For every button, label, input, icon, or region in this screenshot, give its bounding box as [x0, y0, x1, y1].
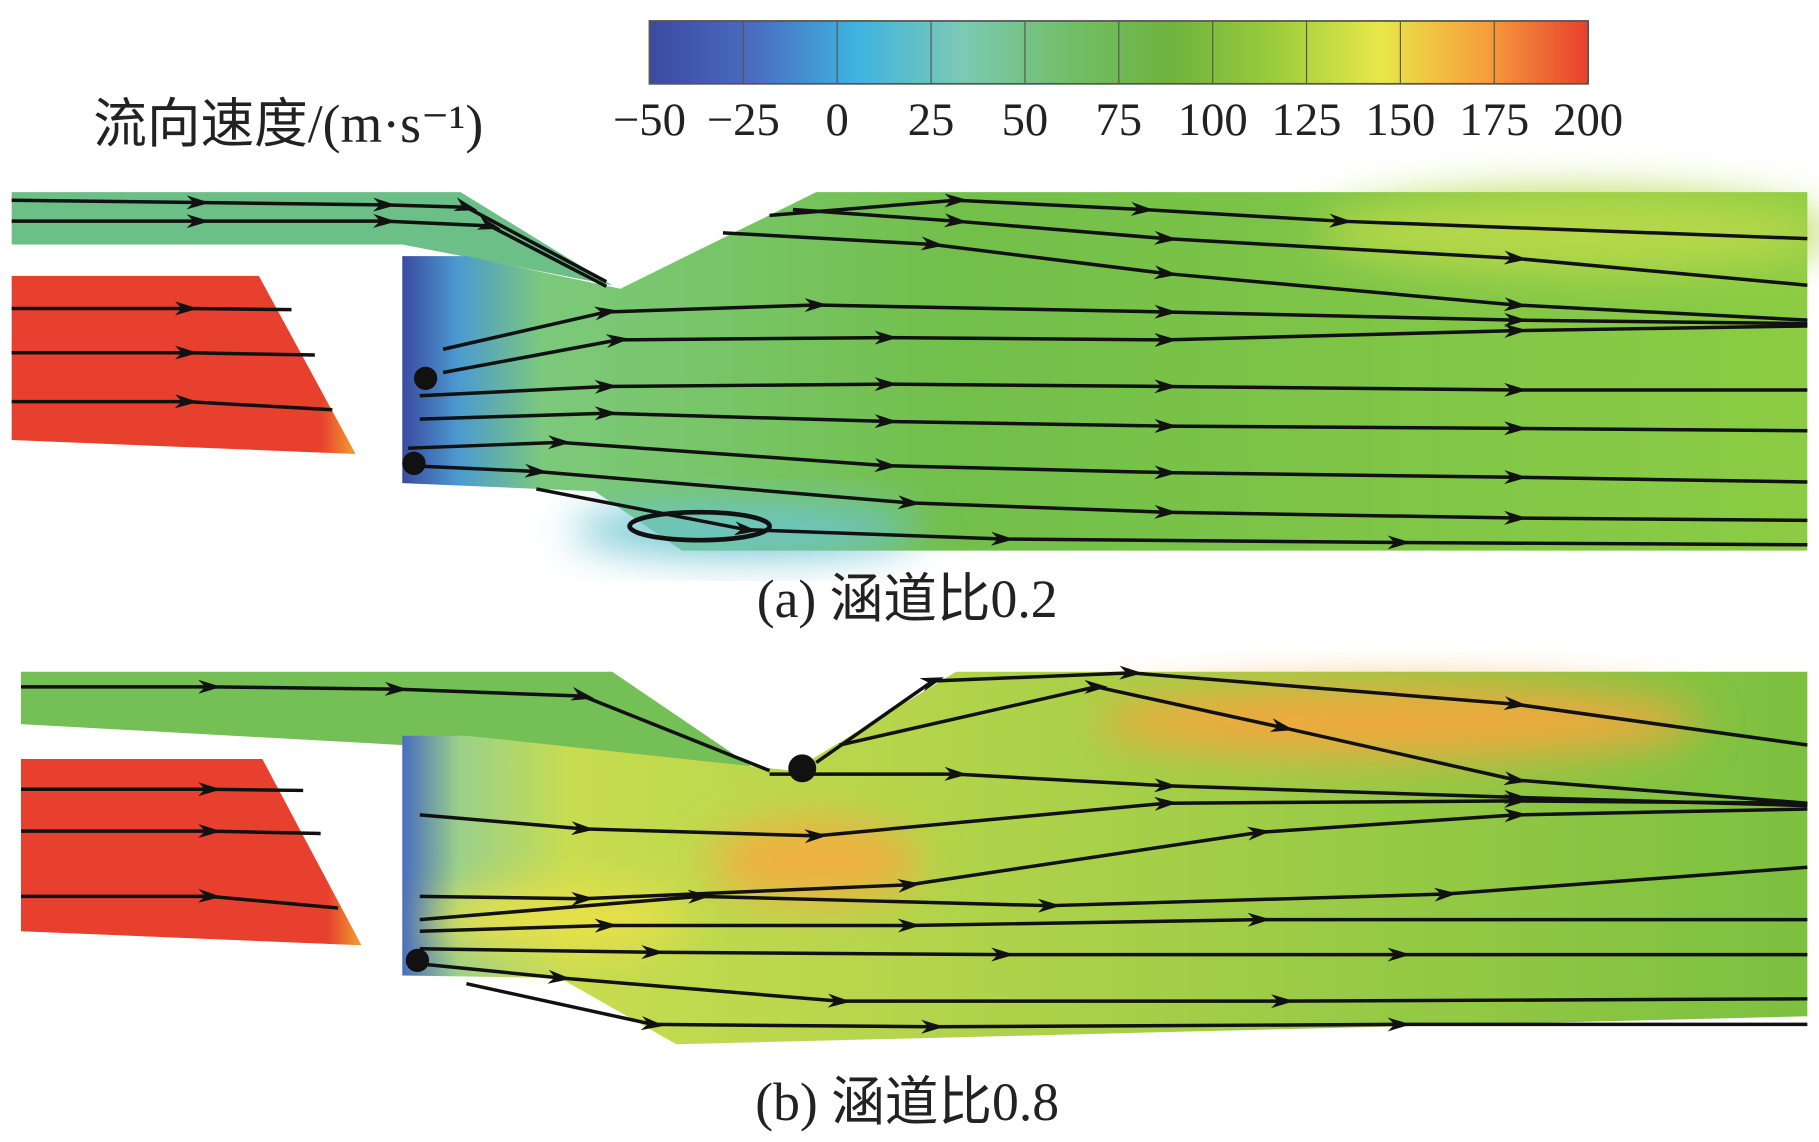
- colorbar-ticks: −50 −25 0 25 50 75 100 125 150 175 200: [613, 20, 1623, 146]
- colorbar-tick-label: 0: [826, 94, 849, 146]
- colorbar-tick-label: 25: [908, 94, 955, 146]
- colorbar-tick-label: 50: [1002, 94, 1049, 146]
- colorbar-tick-label: 150: [1365, 94, 1435, 146]
- colorbar-tick-label: 175: [1459, 94, 1529, 146]
- caption: (b) 涵道比0.8: [755, 1072, 1059, 1132]
- panel-a: (a) 涵道比0.2: [11, 192, 1819, 629]
- colorbar-tick-label: −50: [613, 94, 686, 146]
- colorbar-tick-label: 125: [1272, 94, 1342, 146]
- panel-b: (b) 涵道比0.8: [20, 665, 1808, 1132]
- colorbar-tick-label: 75: [1095, 94, 1142, 146]
- colorbar-tick-label: −25: [707, 94, 780, 146]
- colorbar-tick-label: 100: [1178, 94, 1248, 146]
- caption: (a) 涵道比0.2: [757, 569, 1058, 629]
- colorbar-title: 流向速度/(m·s⁻¹): [93, 94, 483, 154]
- colorbar-tick-label: 200: [1553, 94, 1623, 146]
